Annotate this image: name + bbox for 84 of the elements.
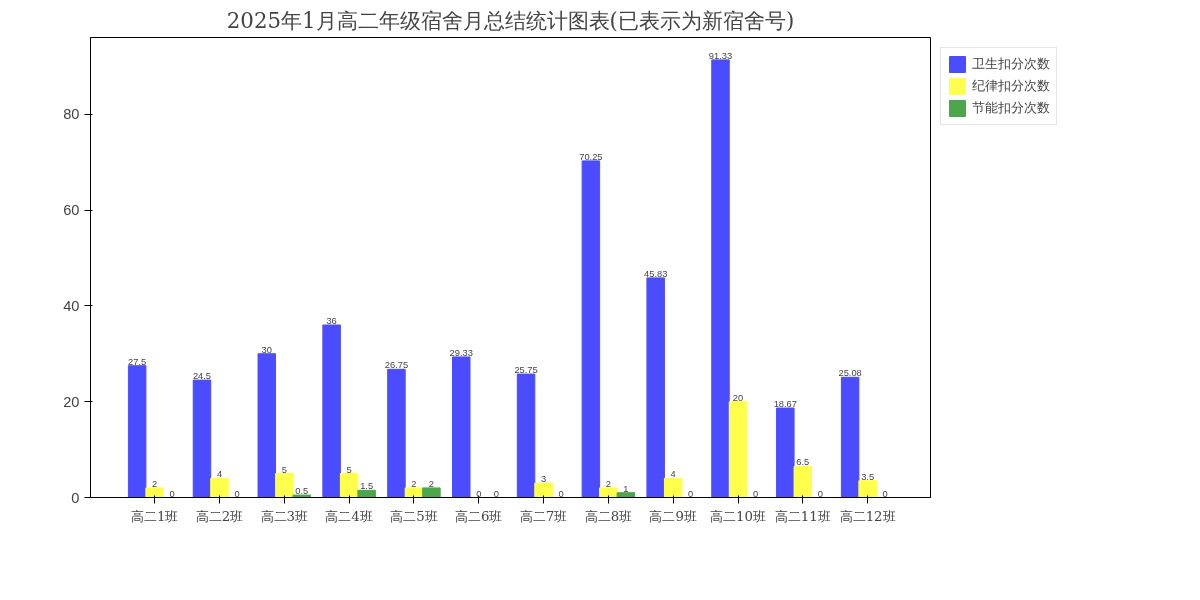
bar bbox=[404, 487, 424, 498]
data-label: 0 bbox=[558, 488, 564, 499]
x-tick-label: 高二3班 bbox=[260, 508, 309, 524]
x-tick-label: 高二6班 bbox=[455, 508, 503, 524]
data-label: 1 bbox=[623, 483, 629, 494]
legend-label: 节能扣分次数 bbox=[972, 99, 1050, 117]
data-label: 26.75 bbox=[384, 360, 409, 371]
data-label: 5 bbox=[281, 464, 287, 475]
x-tick-label: 高二2班 bbox=[195, 508, 244, 524]
y-tick-label: 80 bbox=[63, 106, 80, 123]
data-label: 0 bbox=[688, 488, 694, 499]
data-label: 0 bbox=[752, 488, 759, 499]
data-label: 0 bbox=[817, 488, 823, 499]
bar bbox=[292, 494, 312, 498]
data-label: 29.33 bbox=[449, 347, 473, 358]
y-tick-label: 60 bbox=[63, 202, 80, 218]
data-label: 0 bbox=[234, 488, 240, 499]
bar bbox=[339, 473, 359, 498]
data-label: 1.5 bbox=[360, 481, 374, 492]
data-label: 2 bbox=[152, 478, 158, 489]
data-label: 2 bbox=[605, 478, 611, 489]
y-tick-label: 20 bbox=[63, 393, 80, 410]
bar bbox=[192, 379, 212, 498]
bar bbox=[257, 353, 277, 498]
data-label: 6.5 bbox=[796, 457, 810, 468]
data-label: 0 bbox=[169, 488, 175, 499]
y-tick-label: 0 bbox=[71, 489, 80, 506]
data-label: 5 bbox=[346, 464, 352, 475]
bar bbox=[776, 407, 795, 498]
data-label: 0 bbox=[493, 488, 499, 499]
data-label: 27.5 bbox=[128, 356, 147, 367]
legend-label: 纪律扣分次数 bbox=[972, 77, 1050, 95]
x-tick-label: 高二1班 bbox=[130, 508, 179, 524]
bar bbox=[451, 356, 471, 498]
data-label: 24.5 bbox=[192, 371, 212, 382]
data-label: 30 bbox=[261, 344, 272, 355]
data-label: 36 bbox=[326, 316, 337, 326]
data-label: 2 bbox=[411, 478, 417, 489]
bar bbox=[145, 487, 164, 498]
bar bbox=[210, 477, 229, 498]
data-label: 25.08 bbox=[838, 368, 862, 379]
legend-label: 卫生扣分次数 bbox=[972, 55, 1050, 73]
bar bbox=[728, 401, 748, 498]
chart-title: 2025年1月高二年级宿舍月总结统计图表(已表示为新宿舍号) bbox=[226, 7, 795, 33]
bar bbox=[275, 473, 294, 498]
bar bbox=[127, 365, 147, 498]
bar bbox=[711, 59, 730, 498]
data-label: 20 bbox=[732, 392, 744, 403]
data-label: 25.75 bbox=[514, 365, 538, 376]
data-label: 0 bbox=[476, 488, 482, 499]
x-tick-label: 高二5班 bbox=[390, 508, 438, 524]
bar bbox=[534, 482, 553, 498]
data-label: 3.5 bbox=[861, 471, 875, 482]
bar bbox=[387, 368, 406, 498]
bar bbox=[322, 324, 341, 498]
y-tick-label: 40 bbox=[63, 297, 80, 314]
bar bbox=[840, 376, 860, 498]
x-tick-label: 高二11班 bbox=[774, 508, 831, 524]
data-label: 45.83 bbox=[644, 268, 668, 279]
data-label: 2 bbox=[428, 478, 435, 489]
bar bbox=[858, 480, 877, 498]
bar bbox=[793, 465, 813, 498]
data-label: 0.5 bbox=[295, 486, 309, 497]
bar bbox=[516, 373, 536, 498]
bar bbox=[581, 160, 601, 498]
data-label: 0 bbox=[882, 488, 888, 499]
bar bbox=[663, 477, 683, 498]
data-label: 91.33 bbox=[708, 50, 733, 61]
x-tick-label: 高二8班 bbox=[584, 508, 633, 524]
x-tick-label: 高二4班 bbox=[325, 508, 373, 524]
x-tick-label: 高二9班 bbox=[649, 508, 697, 524]
x-tick-label: 高二10班 bbox=[710, 508, 766, 524]
data-label: 70.25 bbox=[579, 151, 603, 162]
data-label: 18.67 bbox=[773, 399, 797, 410]
bar bbox=[422, 487, 441, 498]
x-tick-label: 高二12班 bbox=[839, 508, 896, 524]
data-label: 3 bbox=[540, 474, 547, 485]
bar bbox=[616, 492, 636, 498]
bar bbox=[646, 277, 665, 498]
data-label: 4 bbox=[670, 469, 676, 480]
x-tick-label: 高二7班 bbox=[519, 508, 568, 524]
bar bbox=[599, 487, 618, 498]
data-label: 4 bbox=[216, 469, 223, 480]
bar bbox=[357, 489, 376, 498]
